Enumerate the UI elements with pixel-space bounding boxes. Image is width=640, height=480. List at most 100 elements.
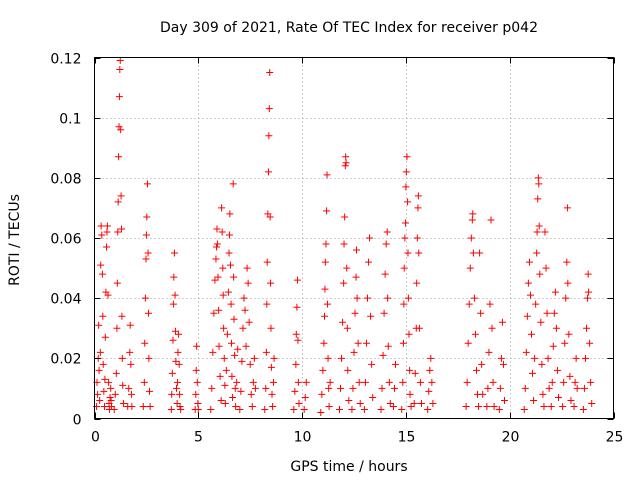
- data-point: [290, 405, 298, 413]
- data-point: [342, 159, 350, 167]
- x-tick-label: 0: [91, 430, 100, 446]
- grid-lines: [94, 57, 614, 419]
- data-point: [343, 264, 351, 272]
- data-point: [427, 354, 435, 362]
- data-point: [407, 402, 415, 410]
- data-point: [398, 405, 406, 413]
- data-point: [475, 402, 483, 410]
- data-point: [210, 309, 218, 317]
- data-point: [580, 384, 588, 392]
- data-point: [470, 294, 478, 302]
- data-point: [219, 291, 227, 299]
- data-point: [146, 402, 154, 410]
- data-point: [221, 381, 229, 389]
- data-point: [245, 318, 253, 326]
- data-point: [383, 228, 391, 236]
- data-point: [426, 366, 434, 374]
- data-point: [386, 399, 394, 407]
- data-point: [337, 384, 345, 392]
- data-point: [378, 384, 386, 392]
- data-point: [97, 261, 105, 269]
- data-point: [262, 384, 270, 392]
- data-point: [404, 249, 412, 257]
- data-point: [104, 291, 112, 299]
- data-point: [127, 390, 135, 398]
- y-tick-label: 0.06: [50, 232, 81, 248]
- data-point: [479, 390, 487, 398]
- data-point: [538, 360, 546, 368]
- data-point: [579, 405, 587, 413]
- data-point: [562, 294, 570, 302]
- data-point: [295, 399, 303, 407]
- data-point: [550, 309, 558, 317]
- data-point: [246, 360, 254, 368]
- data-point: [415, 324, 423, 332]
- data-point: [469, 249, 477, 257]
- data-point: [143, 213, 151, 221]
- data-point: [340, 240, 348, 248]
- data-point: [116, 57, 124, 65]
- data-point: [497, 354, 505, 362]
- data-point: [177, 405, 185, 413]
- data-point: [345, 396, 353, 404]
- data-point: [428, 378, 436, 386]
- data-point: [176, 390, 184, 398]
- data-point: [377, 405, 385, 413]
- data-point: [141, 294, 149, 302]
- data-point: [525, 258, 533, 266]
- y-tick-label: 0.12: [50, 52, 81, 68]
- data-point: [175, 360, 183, 368]
- data-point: [140, 378, 148, 386]
- data-point: [250, 354, 258, 362]
- data-point: [545, 384, 553, 392]
- data-point: [501, 396, 509, 404]
- data-point: [343, 324, 351, 332]
- data-point: [222, 366, 230, 374]
- data-point: [215, 342, 223, 350]
- data-point: [265, 105, 273, 113]
- data-point: [171, 291, 179, 299]
- data-point: [414, 192, 422, 200]
- data-point: [484, 384, 492, 392]
- data-point: [496, 384, 504, 392]
- data-point: [224, 288, 232, 296]
- data-point: [237, 387, 245, 395]
- data-point: [361, 378, 369, 386]
- data-point: [220, 324, 228, 332]
- data-point: [547, 402, 555, 410]
- data-point: [113, 279, 121, 287]
- y-tick-label: 0.04: [50, 292, 81, 308]
- data-point: [543, 309, 551, 317]
- data-point: [218, 228, 226, 236]
- data-point: [174, 378, 182, 386]
- data-point: [125, 384, 133, 392]
- data-point: [113, 324, 121, 332]
- data-point: [379, 351, 387, 359]
- data-point: [350, 348, 358, 356]
- data-point: [265, 132, 273, 140]
- data-point: [573, 384, 581, 392]
- data-point: [293, 303, 301, 311]
- data-point: [248, 402, 256, 410]
- data-point: [168, 369, 176, 377]
- y-tick-label: 0: [73, 413, 82, 429]
- data-point: [390, 384, 398, 392]
- data-point: [587, 378, 595, 386]
- data-point: [323, 207, 331, 215]
- data-point: [464, 339, 472, 347]
- data-point: [226, 261, 234, 269]
- data-point: [584, 294, 592, 302]
- data-point: [486, 300, 494, 308]
- data-point: [365, 258, 373, 266]
- data-point: [414, 204, 422, 212]
- data-point: [348, 405, 356, 413]
- data-point: [261, 405, 269, 413]
- data-point: [270, 354, 278, 362]
- data-point: [468, 216, 476, 224]
- data-point: [465, 300, 473, 308]
- data-point: [213, 243, 221, 251]
- data-point: [487, 216, 495, 224]
- data-point: [292, 330, 300, 338]
- data-point: [228, 372, 236, 380]
- data-point: [143, 180, 151, 188]
